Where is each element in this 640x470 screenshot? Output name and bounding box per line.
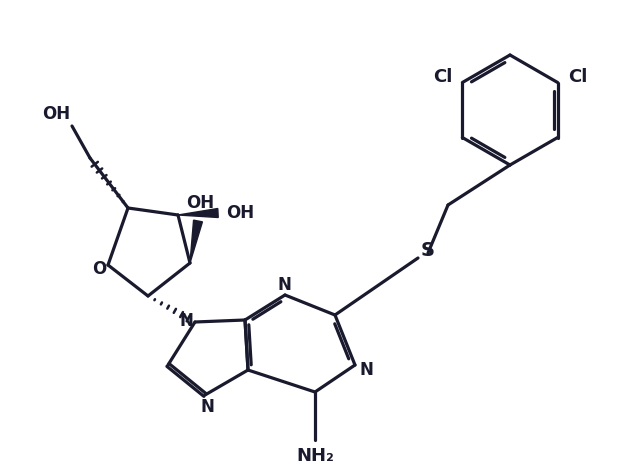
Text: S: S [421,241,435,259]
Text: N: N [359,361,373,379]
Polygon shape [178,209,218,218]
Text: Cl: Cl [433,68,452,86]
Text: NH₂: NH₂ [296,447,334,465]
Text: O: O [92,260,106,278]
Text: Cl: Cl [568,68,588,86]
Text: OH: OH [42,105,70,123]
Text: N: N [179,312,193,330]
Text: OH: OH [186,194,214,212]
Text: N: N [277,276,291,294]
Text: OH: OH [226,204,254,222]
Polygon shape [190,220,202,263]
Text: N: N [200,398,214,416]
